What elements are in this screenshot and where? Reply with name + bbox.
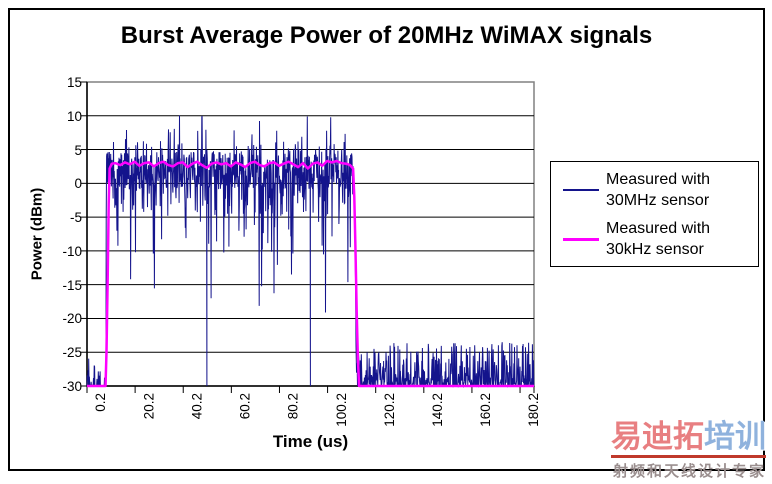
y-tick-label: -25 <box>62 345 82 361</box>
x-tick-label: 0.2 <box>93 393 108 412</box>
y-tick-label: -5 <box>69 210 82 226</box>
y-axis-title: Power (dBm) <box>28 187 46 281</box>
legend-line-sample-30mhz <box>563 189 599 191</box>
legend-label-30khz: Measured with 30kHz sensor <box>606 220 711 258</box>
x-axis-title: Time (us) <box>272 432 349 451</box>
legend-box: Measured with 30MHz sensor Measured with… <box>550 161 759 267</box>
x-tick-label: 100.2 <box>333 393 349 427</box>
watermark-logo-text: 易迪拓培训 <box>611 420 766 454</box>
x-tick-label: 60.2 <box>237 393 253 420</box>
chart-title: Burst Average Power of 20MHz WiMAX signa… <box>120 22 653 49</box>
chart-outer-border <box>8 8 765 471</box>
x-tick-label: 180.2 <box>526 393 542 427</box>
watermark-underline <box>611 455 766 458</box>
watermark-blue-text: 培训 <box>704 419 766 454</box>
x-tick-label: 80.2 <box>285 393 301 420</box>
watermark: 易迪拓培训 射频和天线设计专家 <box>611 420 766 481</box>
x-tick-label: 40.2 <box>189 393 205 420</box>
x-tick-label: 120.2 <box>381 393 397 427</box>
y-tick-label: -20 <box>62 311 82 327</box>
legend-line-sample-30khz <box>563 237 599 241</box>
x-tick-label: 160.2 <box>477 393 493 427</box>
y-tick-label: 0 <box>74 176 82 192</box>
legend-entry-30khz: Measured with 30kHz sensor <box>551 218 758 267</box>
y-tick-label: -15 <box>62 277 82 293</box>
y-tick-label: -30 <box>62 379 82 394</box>
y-tick-label: 10 <box>66 108 82 124</box>
watermark-red-text: 易迪拓 <box>611 419 704 454</box>
y-tick-label: 5 <box>74 142 82 158</box>
x-tick-label: 140.2 <box>429 393 445 427</box>
watermark-subtitle: 射频和天线设计专家 <box>612 463 766 480</box>
x-tick-label: 20.2 <box>141 393 157 420</box>
y-tick-label: 15 <box>66 75 82 90</box>
legend-entry-30mhz: Measured with 30MHz sensor <box>551 169 758 218</box>
legend-label-30mhz: Measured with 30MHz sensor <box>606 171 711 209</box>
y-tick-label: -10 <box>62 243 82 259</box>
